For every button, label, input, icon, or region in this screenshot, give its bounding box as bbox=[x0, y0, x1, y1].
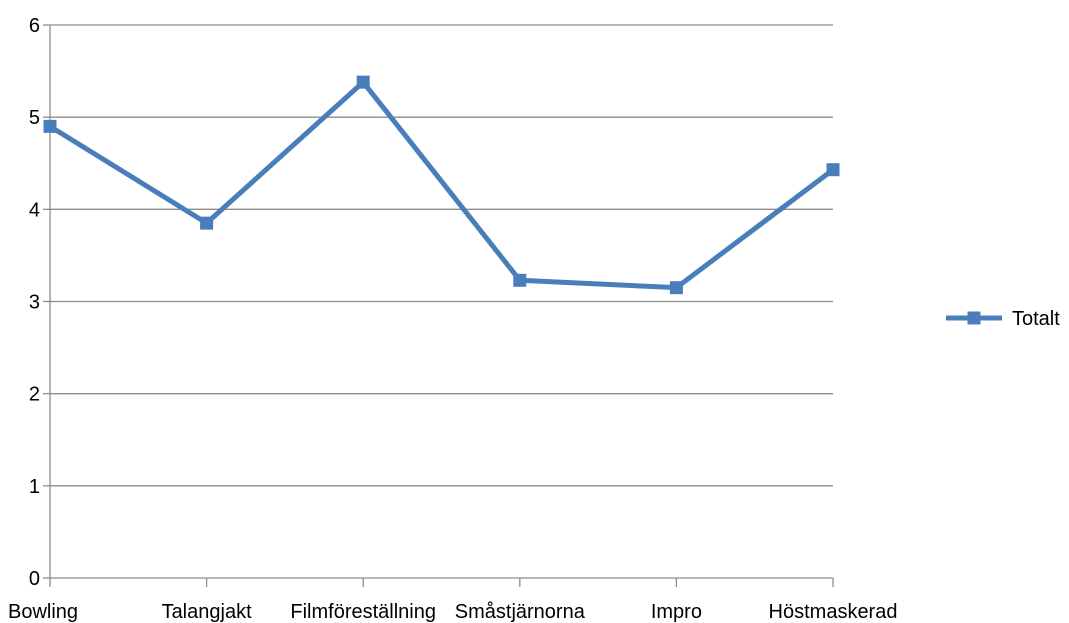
data-point-marker bbox=[669, 281, 683, 295]
axes bbox=[43, 24, 834, 587]
x-tick-label: Filmföreställning bbox=[290, 601, 436, 623]
series-line-totalt bbox=[48, 79, 835, 291]
y-tick-label: 4 bbox=[29, 199, 40, 221]
x-tick-labels: Bowling Talangjakt Filmföreställning Småstj… bbox=[8, 601, 897, 623]
legend-marker bbox=[967, 311, 981, 325]
y-tick-label: 1 bbox=[29, 476, 40, 498]
data-point-marker bbox=[826, 163, 840, 177]
data-point-marker bbox=[43, 119, 57, 133]
y-tick-label: 5 bbox=[29, 107, 40, 129]
data-point-marker bbox=[200, 216, 214, 230]
data-point-marker bbox=[356, 75, 370, 89]
gridlines bbox=[50, 24, 833, 579]
x-tick-label: Bowling bbox=[8, 601, 78, 623]
y-tick-labels: 0 1 2 3 4 5 6 bbox=[29, 15, 40, 590]
x-tick-label: Impro bbox=[651, 601, 702, 623]
y-tick-label: 0 bbox=[29, 568, 40, 590]
data-point-marker bbox=[513, 273, 527, 287]
y-tick-label: 6 bbox=[29, 15, 40, 37]
series-group bbox=[43, 75, 840, 295]
x-tick-label: Småstjärnorna bbox=[455, 601, 586, 623]
legend: Totalt bbox=[946, 308, 1060, 330]
x-tick-label: Höstmaskerad bbox=[769, 601, 898, 623]
legend-label: Totalt bbox=[1012, 308, 1060, 330]
y-tick-label: 2 bbox=[29, 384, 40, 406]
y-tick-label: 3 bbox=[29, 292, 40, 314]
x-tick-label: Talangjakt bbox=[162, 601, 253, 623]
